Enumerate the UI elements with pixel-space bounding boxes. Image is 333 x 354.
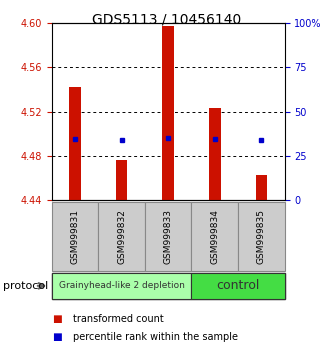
Text: GSM999835: GSM999835 (257, 209, 266, 264)
Bar (191, 202, 238, 271)
Text: Grainyhead-like 2 depletion: Grainyhead-like 2 depletion (59, 281, 184, 290)
Bar (191, 273, 285, 299)
Text: ■: ■ (52, 314, 61, 324)
Text: GSM999832: GSM999832 (117, 209, 126, 264)
Bar (98, 202, 145, 271)
Text: protocol: protocol (3, 281, 49, 291)
Bar (209, 108, 220, 200)
Bar (162, 26, 174, 200)
Text: transformed count: transformed count (73, 314, 164, 324)
Text: GSM999831: GSM999831 (70, 209, 80, 264)
Bar (238, 202, 285, 271)
Bar (116, 160, 127, 200)
Text: GDS5113 / 10456140: GDS5113 / 10456140 (92, 12, 241, 27)
Bar (52, 273, 191, 299)
Text: control: control (216, 279, 260, 292)
Text: percentile rank within the sample: percentile rank within the sample (73, 332, 238, 342)
Bar (145, 202, 191, 271)
Text: GSM999834: GSM999834 (210, 209, 219, 264)
Bar (256, 175, 267, 200)
Text: GSM999833: GSM999833 (164, 209, 173, 264)
Bar (69, 87, 81, 200)
Bar (52, 202, 98, 271)
Text: ■: ■ (52, 332, 61, 342)
